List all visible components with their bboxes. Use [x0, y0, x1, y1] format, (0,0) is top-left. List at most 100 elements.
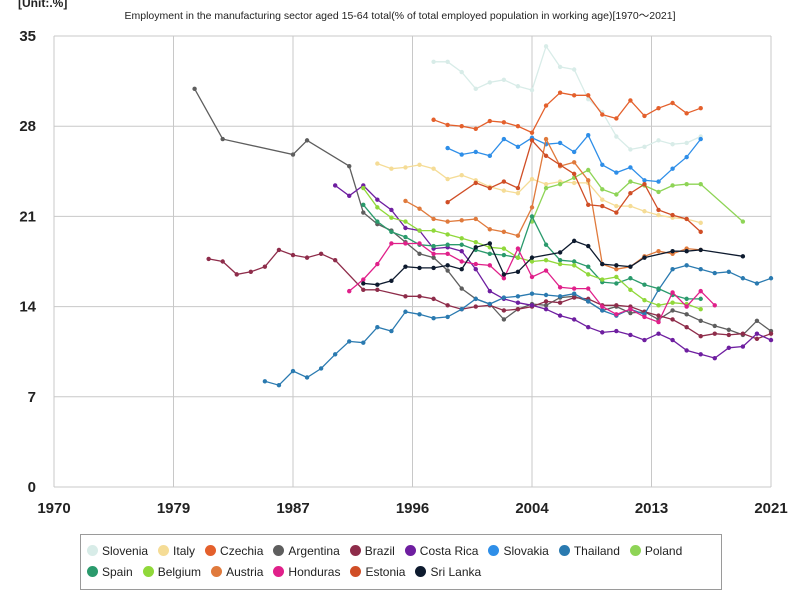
data-point [656, 248, 661, 254]
data-point [698, 334, 703, 339]
series-czechia [431, 90, 703, 135]
data-point [445, 303, 450, 308]
data-point [234, 272, 239, 277]
data-point [670, 100, 675, 106]
data-point [670, 142, 675, 147]
data-point [698, 296, 703, 302]
x-tick-label: 2021 [754, 500, 787, 517]
data-point [698, 181, 703, 187]
data-point [515, 144, 521, 150]
data-point [614, 328, 619, 334]
data-point [628, 276, 633, 281]
legend-item: Slovakia [488, 540, 549, 561]
data-point [571, 259, 577, 264]
data-point [557, 162, 563, 168]
data-point [417, 312, 422, 317]
data-point [487, 288, 493, 294]
data-point [431, 117, 436, 122]
data-point [600, 261, 605, 267]
data-point [389, 229, 394, 235]
data-point [473, 304, 478, 309]
data-point [656, 286, 661, 291]
data-point [712, 355, 717, 361]
data-point [698, 136, 703, 142]
data-point [614, 263, 619, 268]
data-point [557, 285, 563, 290]
data-point [684, 181, 689, 187]
series-line [433, 44, 701, 151]
data-point [529, 205, 535, 210]
data-point [557, 90, 563, 95]
legend-swatch [211, 566, 223, 577]
data-point [571, 67, 577, 72]
data-point [459, 286, 464, 291]
data-point [712, 323, 717, 329]
data-point [543, 242, 549, 247]
data-point [431, 265, 436, 271]
data-point [614, 281, 619, 286]
data-point [220, 259, 225, 264]
data-point [459, 152, 464, 157]
data-point [431, 59, 436, 64]
data-point [698, 220, 703, 226]
x-tick-label: 1996 [396, 500, 429, 517]
data-point [586, 93, 591, 98]
data-point [642, 178, 647, 183]
data-point [459, 236, 464, 241]
data-point [614, 134, 619, 139]
data-point [586, 96, 591, 102]
series-honduras [347, 241, 717, 325]
data-point [487, 80, 493, 85]
data-point [431, 255, 436, 260]
data-point [754, 281, 760, 286]
data-point [473, 261, 478, 267]
legend-label: Brazil [364, 543, 395, 558]
data-point [501, 308, 507, 313]
legend-item: Spain [87, 561, 133, 582]
data-point [459, 306, 464, 312]
data-point [614, 210, 619, 215]
data-point [642, 144, 647, 150]
data-point [445, 200, 450, 205]
data-point [347, 163, 352, 169]
data-point [487, 118, 493, 124]
data-point [403, 225, 408, 231]
legend-item: Honduras [273, 561, 340, 582]
data-point [543, 268, 549, 273]
x-tick-label: 2004 [515, 500, 549, 517]
data-point [543, 44, 549, 49]
data-point [445, 176, 450, 182]
data-point [403, 309, 408, 314]
data-point [740, 254, 746, 259]
data-point [347, 339, 352, 344]
data-point [487, 185, 493, 191]
legend-label: Argentina [288, 543, 340, 558]
data-point [473, 216, 478, 222]
data-point [600, 330, 605, 335]
data-point [375, 197, 380, 202]
legend-label: Belgium [157, 564, 202, 579]
data-point [614, 303, 619, 308]
data-point [670, 212, 675, 218]
data-point [656, 212, 661, 218]
data-point [557, 181, 563, 187]
data-point [557, 294, 563, 299]
series-belgium [361, 185, 703, 312]
data-point [754, 331, 760, 336]
data-point [332, 183, 338, 188]
data-point [628, 203, 633, 209]
data-point [684, 263, 689, 268]
data-point [642, 282, 647, 287]
data-point [389, 215, 394, 220]
data-point [487, 153, 493, 159]
data-point [628, 179, 633, 184]
data-point [600, 203, 605, 209]
data-point [529, 291, 535, 296]
legend-item: Belgium [142, 561, 202, 582]
data-point [642, 255, 647, 260]
data-point [586, 272, 591, 277]
data-point [656, 105, 661, 111]
data-point [684, 325, 689, 330]
data-point [487, 301, 493, 307]
data-point [698, 267, 703, 272]
